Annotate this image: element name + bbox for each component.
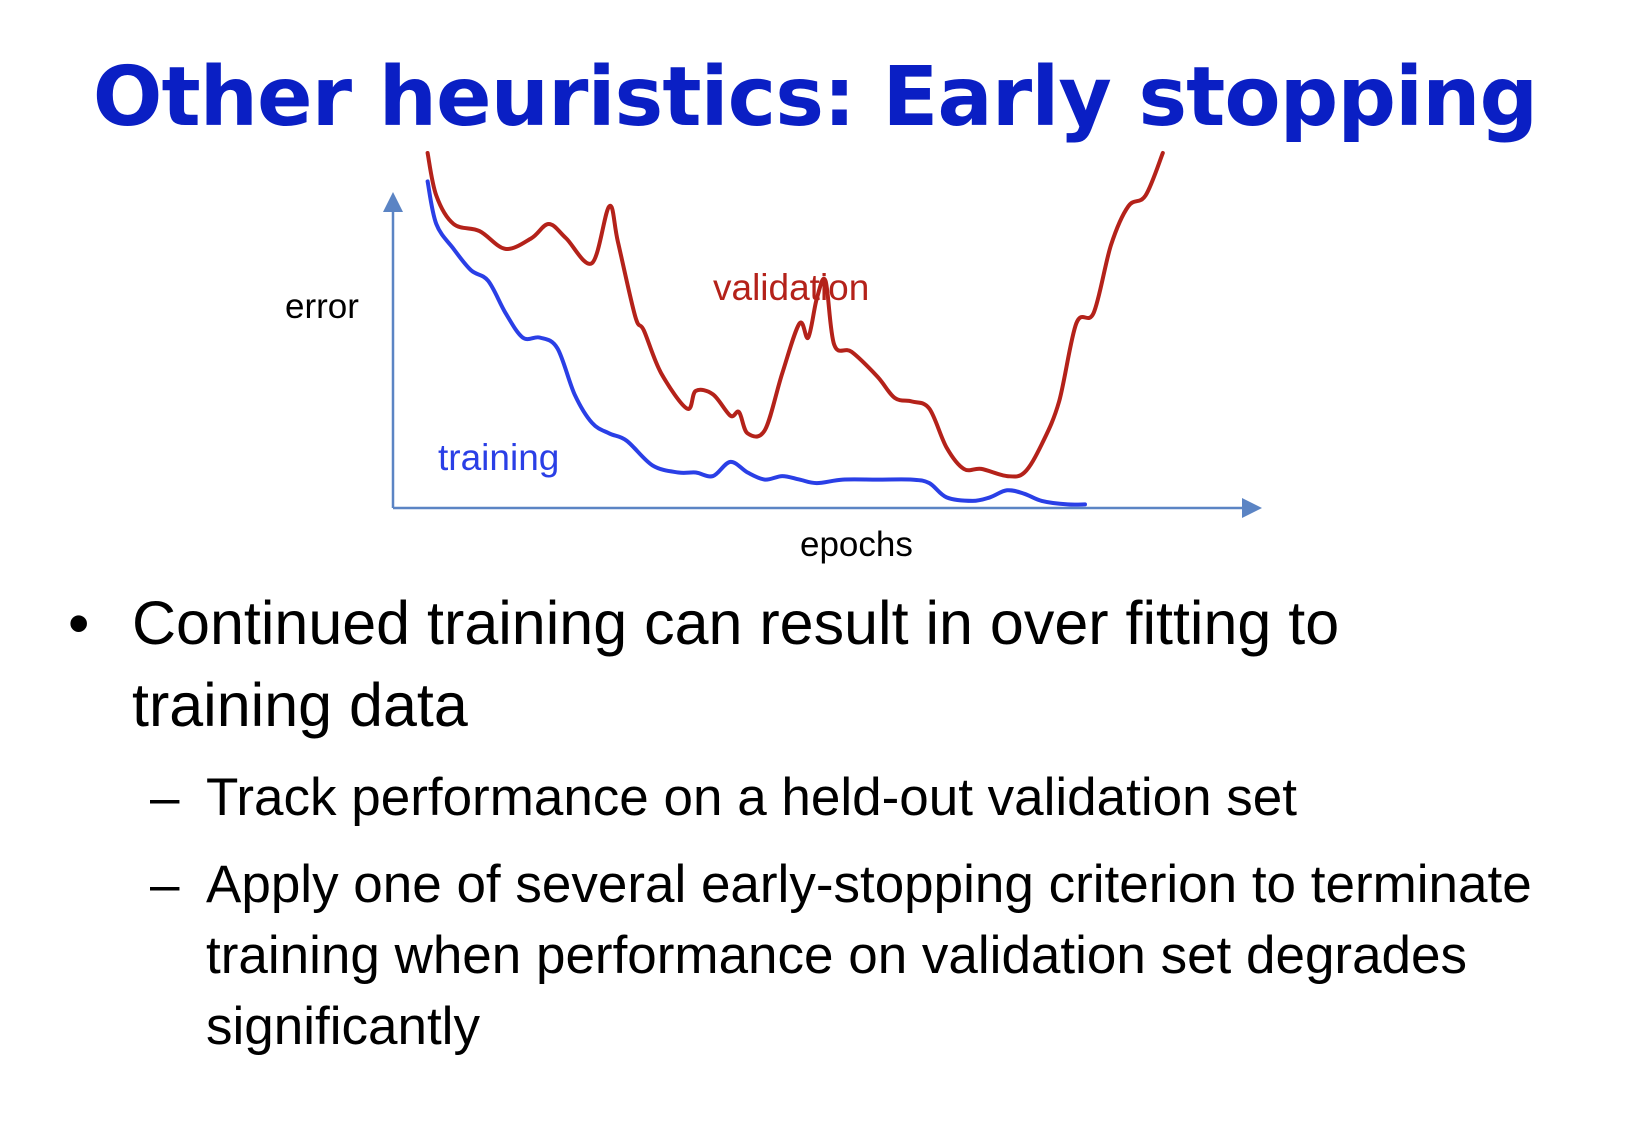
validation-series-label: validation [713, 267, 869, 308]
bullet-marker: • [68, 589, 90, 657]
sub-bullet-text: Track performance on a held-out validati… [206, 768, 1298, 827]
validation-series-line [425, 151, 1165, 479]
sub-bullet-item: – Apply one of several early-stopping cr… [150, 849, 1570, 1062]
sub-bullet-list: – Track performance on a held-out valida… [150, 762, 1570, 1078]
training-series-line [425, 179, 1087, 507]
dash-marker: – [150, 768, 180, 827]
sub-bullet-text: Apply one of several early-stopping crit… [206, 855, 1532, 1056]
dash-marker: – [150, 855, 180, 914]
y-axis-label: error [285, 287, 359, 326]
training-series-label: training [438, 437, 559, 478]
sub-bullet-item: – Track performance on a held-out valida… [150, 762, 1570, 833]
bullet-text: Continued training can result in over fi… [132, 589, 1340, 739]
slide-title: Other heuristics: Early stopping [92, 50, 1538, 145]
x-axis-label: epochs [800, 525, 913, 564]
